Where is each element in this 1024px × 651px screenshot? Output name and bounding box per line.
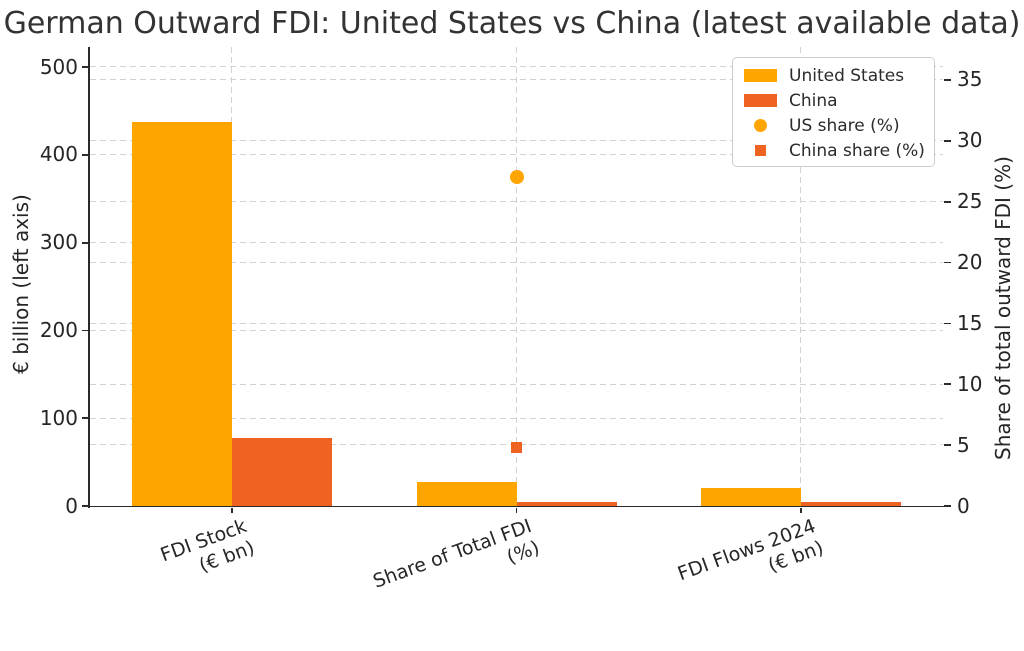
y-axis-label-left: € billion (left axis)	[9, 194, 33, 374]
bar-china-cat0	[232, 437, 333, 506]
marker-china-share-	[511, 442, 522, 454]
left-tick-label-400: 400	[39, 142, 78, 167]
right-tick-35	[944, 79, 951, 81]
bar-united-states-cat0	[132, 121, 233, 506]
right-tick-label-10: 10	[957, 371, 983, 396]
right-tick-label-15: 15	[957, 310, 983, 335]
legend-row-0: United States	[733, 63, 934, 88]
legend-label: China share (%)	[789, 140, 925, 161]
right-tick-25	[944, 200, 951, 203]
marker-us-share-	[509, 170, 524, 185]
legend-swatch-bar-icon	[744, 94, 777, 107]
right-tick-label-5: 5	[957, 432, 970, 457]
legend-label: China	[789, 90, 838, 111]
left-tick-label-500: 500	[39, 54, 78, 79]
left-spine	[88, 47, 91, 508]
right-tick-10	[944, 383, 951, 386]
left-tick-300	[82, 241, 89, 244]
x-tick-label-0: FDI Stock (€ bn)	[0, 515, 258, 651]
left-tick-500	[82, 66, 89, 69]
gridline-category-2	[800, 47, 803, 506]
right-tick-15	[944, 322, 951, 325]
bar-united-states-cat2	[700, 488, 801, 506]
right-tick-label-30: 30	[957, 128, 983, 153]
right-tick-30	[944, 139, 951, 142]
left-tick-200	[82, 329, 89, 332]
left-tick-label-300: 300	[39, 230, 78, 255]
left-tick-100	[82, 417, 89, 420]
right-tick-20	[944, 261, 951, 264]
x-tick-2	[800, 507, 802, 513]
x-tick-label-1: Share of Total FDI (%)	[273, 515, 542, 651]
right-tick-label-20: 20	[957, 249, 983, 274]
bar-china-cat1	[516, 501, 617, 506]
right-tick-label-25: 25	[957, 189, 983, 214]
right-tick-label-35: 35	[957, 67, 983, 92]
legend-swatch-box	[744, 119, 777, 132]
left-tick-label-200: 200	[39, 317, 78, 342]
x-tick-0	[231, 507, 234, 513]
legend-row-3: China share (%)	[733, 138, 934, 163]
legend-swatch-bar-icon	[744, 69, 777, 82]
right-tick-0	[944, 505, 951, 507]
gridline-category-1	[515, 47, 518, 506]
legend: United States China US share (%) China shar…	[732, 57, 935, 167]
legend-label: US share (%)	[789, 115, 900, 136]
legend-swatch-box	[744, 69, 777, 82]
gridline-category-0	[231, 47, 234, 506]
left-tick-400	[82, 154, 89, 156]
bar-china-cat2	[800, 501, 901, 506]
right-tick-5	[944, 444, 951, 446]
bar-united-states-cat1	[416, 482, 517, 506]
legend-row-2: US share (%)	[733, 113, 934, 138]
bottom-spine	[88, 505, 944, 508]
legend-label: United States	[789, 65, 905, 86]
legend-swatch-circle-icon	[754, 119, 767, 132]
legend-swatch-box	[744, 145, 777, 156]
left-tick-0	[82, 505, 89, 507]
legend-row-1: China	[733, 88, 934, 113]
x-tick-label-2: FDI Flows 2024 (€ bn)	[557, 515, 827, 651]
right-tick-label-0: 0	[957, 493, 970, 518]
x-tick-1	[515, 507, 518, 513]
legend-swatch-box	[744, 94, 777, 107]
left-tick-label-100: 100	[39, 405, 78, 430]
chart-figure: German Outward FDI: United States vs Chi…	[3, 6, 1021, 593]
left-tick-label-0: 0	[65, 493, 78, 518]
legend-swatch-square-icon	[755, 145, 766, 156]
chart-title: German Outward FDI: United States vs Chi…	[3, 6, 1021, 41]
